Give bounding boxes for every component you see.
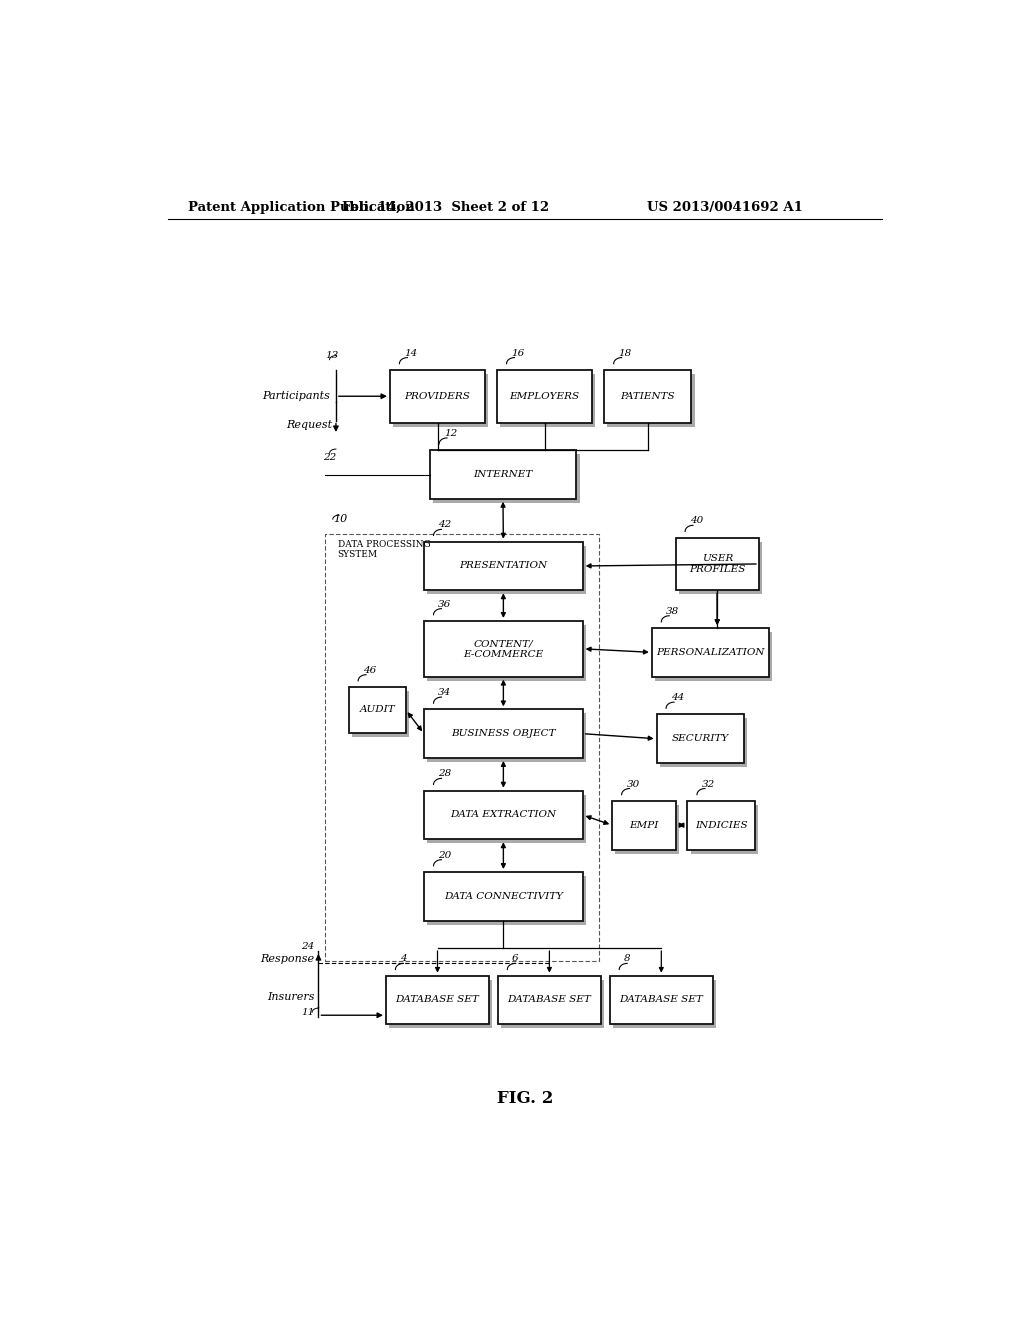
Text: Patent Application Publication: Patent Application Publication [187,201,415,214]
Text: CONTENT/
E-COMMERCE: CONTENT/ E-COMMERCE [463,639,544,659]
Text: INDICIES: INDICIES [695,821,748,830]
Text: AUDIT: AUDIT [359,705,395,714]
Bar [348,686,406,733]
Text: 10: 10 [333,515,347,524]
Text: 14: 14 [404,348,418,358]
Text: 20: 20 [438,850,452,859]
Bar [615,805,679,854]
Text: DATA EXTRACTION: DATA EXTRACTION [451,810,556,820]
Bar [498,975,601,1024]
Bar [427,795,586,843]
Bar [393,374,488,426]
Text: 28: 28 [438,770,452,779]
Text: Participants: Participants [262,391,330,401]
Text: INTERNET: INTERNET [473,470,532,479]
Bar [500,374,595,426]
Text: DATABASE SET: DATABASE SET [508,995,591,1005]
Bar [687,801,755,850]
Text: 8: 8 [624,954,631,964]
Bar [352,690,409,737]
Bar [424,709,583,758]
Bar [389,979,493,1028]
Text: FIG. 2: FIG. 2 [497,1090,553,1107]
Bar [690,805,758,854]
Text: 32: 32 [701,780,715,788]
Text: 6: 6 [512,954,519,964]
Bar [655,632,772,681]
Text: 30: 30 [627,780,640,788]
Bar [604,370,691,422]
Bar [679,541,762,594]
Bar [427,713,586,762]
Text: Feb. 14, 2013  Sheet 2 of 12: Feb. 14, 2013 Sheet 2 of 12 [342,201,549,214]
Bar [427,545,586,594]
Text: Response: Response [260,954,314,965]
Text: 18: 18 [618,348,632,358]
Bar [427,624,586,681]
Text: 34: 34 [438,688,452,697]
Text: 4: 4 [400,954,407,964]
Text: DATABASE SET: DATABASE SET [395,995,479,1005]
Text: PROVIDERS: PROVIDERS [404,392,470,401]
Text: EMPLOYERS: EMPLOYERS [510,392,580,401]
Text: 46: 46 [362,665,376,675]
Bar [613,979,716,1028]
Bar [501,979,604,1028]
Text: PRESENTATION: PRESENTATION [460,561,548,570]
Bar [433,454,580,503]
Text: EMPI: EMPI [629,821,658,830]
Text: Insurers: Insurers [267,991,314,1002]
Bar [659,718,748,767]
Bar [386,975,489,1024]
Bar [497,370,592,422]
Text: DATA PROCESSING
SYSTEM: DATA PROCESSING SYSTEM [338,540,430,558]
Text: US 2013/0041692 A1: US 2013/0041692 A1 [647,201,803,214]
Bar [676,537,759,590]
Bar [607,374,694,426]
Bar [430,450,577,499]
Text: PERSONALIZATION: PERSONALIZATION [656,648,765,657]
Text: PATIENTS: PATIENTS [621,392,675,401]
Text: 12: 12 [443,429,457,438]
Text: 38: 38 [666,607,679,615]
Bar [424,873,583,921]
Bar [390,370,485,422]
Text: 42: 42 [438,520,452,529]
Text: 22: 22 [323,453,336,462]
Text: 24: 24 [301,941,314,950]
Text: Request: Request [286,420,332,430]
Text: USER
PROFILES: USER PROFILES [689,554,745,574]
Text: 40: 40 [690,516,703,525]
Bar [325,535,599,961]
Text: 44: 44 [671,693,684,702]
Bar [427,876,586,925]
Bar [612,801,676,850]
Text: BUSINESS OBJECT: BUSINESS OBJECT [452,729,556,738]
Text: 13: 13 [326,351,339,359]
Bar [609,975,713,1024]
Bar [424,541,583,590]
Bar [424,620,583,677]
Text: 36: 36 [438,599,452,609]
Text: DATABASE SET: DATABASE SET [620,995,703,1005]
Bar [652,628,769,677]
Text: 11: 11 [301,1007,314,1016]
Text: DATA CONNECTIVITY: DATA CONNECTIVITY [443,892,563,900]
Bar [424,791,583,840]
Text: 16: 16 [511,348,524,358]
Bar [656,714,743,763]
Text: SECURITY: SECURITY [672,734,729,743]
